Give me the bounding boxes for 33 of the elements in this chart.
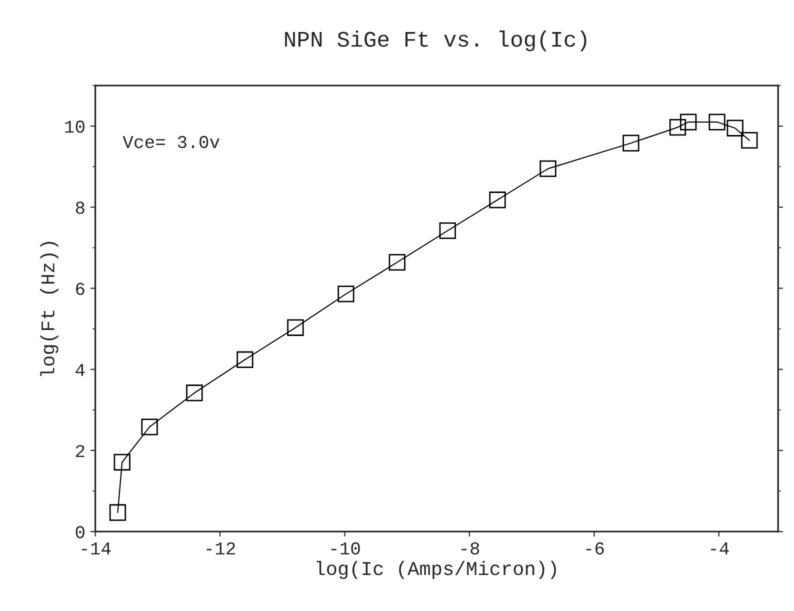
chart-title: NPN SiGe Ft vs. log(Ic) bbox=[285, 30, 586, 52]
y-tick-label: 4 bbox=[76, 364, 85, 376]
point bbox=[141, 418, 158, 436]
point bbox=[489, 192, 506, 208]
y-tick-label: 2 bbox=[76, 444, 84, 458]
point bbox=[439, 222, 456, 240]
x-axis-title: log(Ic (Amps/Micron)) bbox=[316, 560, 556, 580]
point bbox=[114, 454, 130, 471]
y-tick-label: 6 bbox=[76, 282, 84, 295]
point bbox=[388, 254, 406, 271]
point bbox=[622, 134, 640, 152]
point bbox=[236, 351, 254, 368]
point bbox=[741, 132, 758, 149]
point bbox=[726, 120, 744, 136]
y-tick-label: 8 bbox=[76, 202, 84, 214]
annotation: Vce= 3.0v bbox=[122, 136, 220, 148]
point bbox=[186, 384, 203, 402]
point bbox=[540, 160, 556, 177]
point bbox=[338, 286, 354, 302]
point bbox=[669, 118, 686, 136]
x-tick-label: -6 bbox=[586, 542, 604, 555]
x-tick-label: -12 bbox=[206, 542, 235, 554]
point bbox=[109, 504, 126, 521]
y-tick-label: 10 bbox=[65, 120, 84, 133]
y-axis-title: log(Ft (Hz)) bbox=[40, 242, 58, 376]
point bbox=[708, 114, 726, 130]
x-tick-label: -10 bbox=[331, 542, 360, 555]
x-tick-label: -4 bbox=[710, 542, 729, 554]
y-tick-label: 0 bbox=[76, 526, 84, 538]
point bbox=[680, 114, 697, 130]
point bbox=[287, 319, 304, 336]
x-tick-label: -8 bbox=[462, 542, 480, 555]
x-tick-label: -14 bbox=[82, 542, 111, 554]
